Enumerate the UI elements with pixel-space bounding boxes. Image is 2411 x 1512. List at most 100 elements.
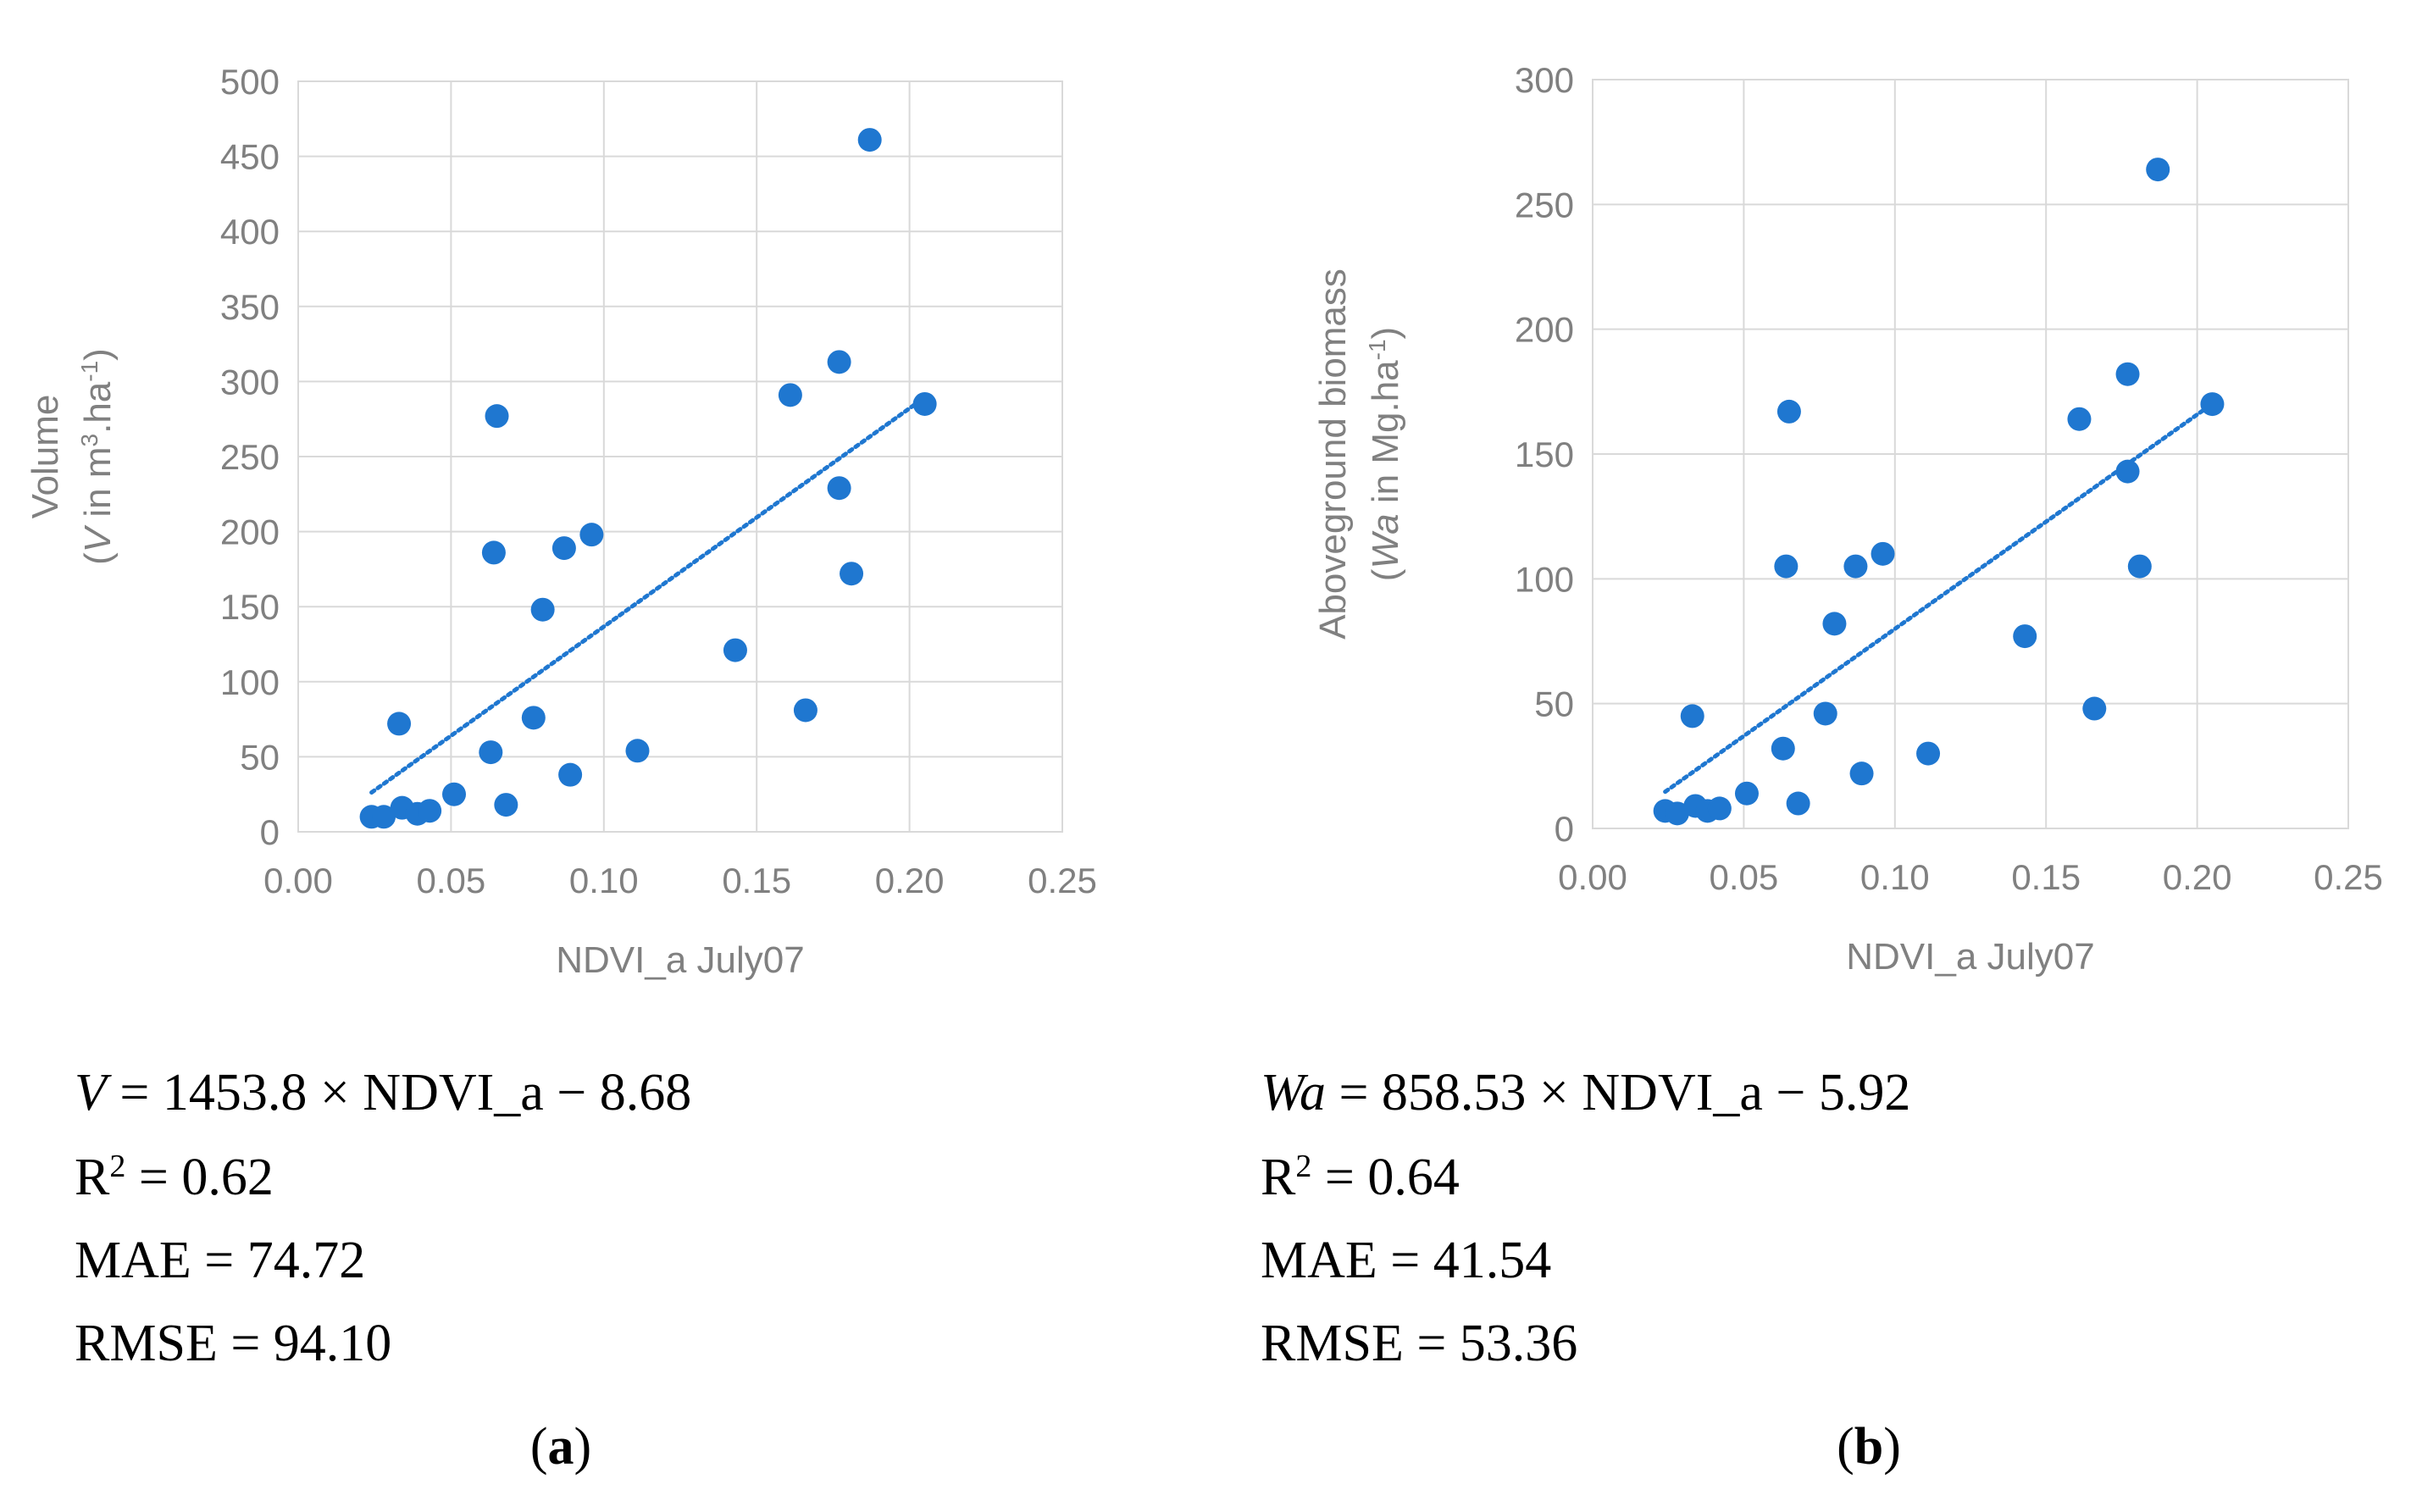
panel-a-points	[359, 128, 937, 829]
panel-a-stats: V = 1453.8 × NDVI_a − 8.68 R2 = 0.62 MAE…	[75, 1064, 691, 1476]
panel-a-plot-area	[297, 80, 1063, 833]
panel-a-caption: (a)	[530, 1418, 591, 1476]
panel-a-y-axis-units: (V in m3.ha-1)	[76, 348, 119, 565]
r2-r: R	[1261, 1149, 1296, 1206]
y-tick-label: 300	[220, 362, 280, 402]
y-tick-label: 300	[1515, 60, 1574, 100]
data-point	[857, 128, 882, 152]
data-point	[1916, 741, 1941, 766]
r2-r: R	[75, 1149, 110, 1206]
r2-rest: = 0.62	[125, 1149, 273, 1206]
panel-b-letter: b	[1854, 1418, 1883, 1476]
ylabel-sup: -1	[1364, 339, 1390, 360]
y-tick-label: 250	[220, 437, 280, 477]
data-point	[579, 523, 604, 547]
ylabel-sup2: -1	[76, 361, 103, 382]
data-point	[1871, 541, 1895, 566]
equation-rhs: = 1453.8 × NDVI_a − 8.68	[107, 1064, 691, 1122]
data-point	[1843, 554, 1868, 579]
panel-a-equation: V = 1453.8 × NDVI_a − 8.68	[75, 1064, 691, 1122]
y-tick-label: 400	[220, 212, 280, 252]
data-point	[1813, 701, 1837, 726]
panel-b-x-axis-label: NDVI_a July07	[1846, 936, 2094, 978]
data-point	[1707, 796, 1732, 821]
data-point	[827, 350, 851, 374]
ylabel-sup: 3	[76, 434, 103, 447]
panel-a-x-ticks: 0.00 0.05 0.10 0.15 0.20 0.25	[263, 861, 1097, 900]
data-point	[1734, 781, 1759, 806]
data-point	[2115, 362, 2140, 386]
panel-b-y-axis-label: Aboveground biomass	[1312, 269, 1354, 640]
ylabel-close: )	[1365, 327, 1406, 340]
panel-a-x-axis-label: NDVI_a July07	[556, 939, 804, 981]
data-point	[723, 638, 747, 662]
x-tick-label: 0.20	[2163, 857, 2232, 897]
panel-b-y-ticks: 0 50 100 150 200 250 300	[1515, 60, 1574, 849]
panel-b-stats: Wa = 858.53 × NDVI_a − 5.92 R2 = 0.64 MA…	[1261, 1064, 1910, 1476]
x-tick-label: 0.00	[263, 861, 333, 900]
data-point	[2146, 158, 2170, 182]
panel-b-r2: R2 = 0.64	[1261, 1149, 1460, 1206]
panel-b-rmse: RMSE = 53.36	[1261, 1315, 1577, 1372]
data-point	[558, 762, 583, 787]
equation-var: V	[75, 1064, 112, 1122]
y-tick-label: 250	[1515, 185, 1574, 224]
x-tick-label: 0.25	[1028, 861, 1097, 900]
panel-a-y-axis-label: Volume	[25, 395, 66, 519]
r2-sup: 2	[1295, 1149, 1311, 1184]
y-tick-label: 450	[220, 137, 280, 177]
panel-b-y-axis-units: (Wa in Mg.ha-1)	[1364, 327, 1407, 581]
x-tick-label: 0.05	[417, 861, 486, 900]
y-tick-label: 100	[220, 662, 280, 702]
panel-a-mae: MAE = 74.72	[75, 1232, 365, 1289]
y-tick-label: 0	[1555, 809, 1574, 849]
panel-b-caption: (b)	[1837, 1418, 1901, 1476]
y-tick-label: 100	[1515, 559, 1574, 599]
y-tick-label: 500	[220, 62, 280, 102]
data-point	[1786, 791, 1810, 816]
r2-sup: 2	[109, 1149, 125, 1184]
x-tick-label: 0.20	[875, 861, 945, 900]
x-tick-label: 0.15	[722, 861, 791, 900]
ylabel-open: (	[1365, 568, 1406, 581]
data-point	[479, 740, 503, 765]
data-point	[827, 476, 851, 501]
panel-a-rmse: RMSE = 94.10	[75, 1315, 391, 1372]
panel-b-grid	[1592, 79, 2349, 829]
x-tick-label: 0.00	[1558, 857, 1627, 897]
panel-a-grid	[297, 80, 1063, 833]
ylabel-mid: in Mg.ha	[1365, 360, 1406, 514]
data-point	[840, 562, 864, 586]
r2-rest: = 0.64	[1311, 1149, 1459, 1206]
data-point	[1822, 612, 1847, 636]
data-point	[1665, 801, 1689, 826]
panel-a-trendline	[369, 395, 928, 795]
y-tick-label: 150	[1515, 435, 1574, 474]
panel-a-r2: R2 = 0.62	[75, 1149, 274, 1206]
data-point	[494, 793, 518, 817]
y-tick-label: 200	[220, 512, 280, 552]
panel-b-mae: MAE = 41.54	[1261, 1232, 1551, 1289]
ylabel-close: )	[77, 348, 119, 361]
data-point	[1774, 554, 1799, 579]
x-tick-label: 0.10	[1860, 857, 1930, 897]
data-point	[1849, 762, 1874, 786]
data-point	[2200, 392, 2225, 417]
data-point	[793, 698, 818, 723]
panel-b-plot-area	[1592, 79, 2349, 829]
data-point	[2013, 624, 2037, 649]
panel-a-y-ticks: 0 50 100 150 200 250 300 350 400 450 500	[220, 62, 280, 852]
panel-a-letter: a	[548, 1418, 574, 1476]
data-point	[485, 404, 509, 429]
data-point	[481, 540, 506, 565]
y-tick-label: 350	[220, 287, 280, 327]
data-point	[418, 799, 442, 823]
data-point	[530, 597, 555, 622]
data-point	[442, 782, 467, 806]
data-point	[778, 383, 802, 407]
y-tick-label: 150	[220, 587, 280, 627]
x-tick-label: 0.15	[2011, 857, 2081, 897]
panel-b-points	[1653, 158, 2225, 826]
data-point	[2127, 554, 2152, 579]
